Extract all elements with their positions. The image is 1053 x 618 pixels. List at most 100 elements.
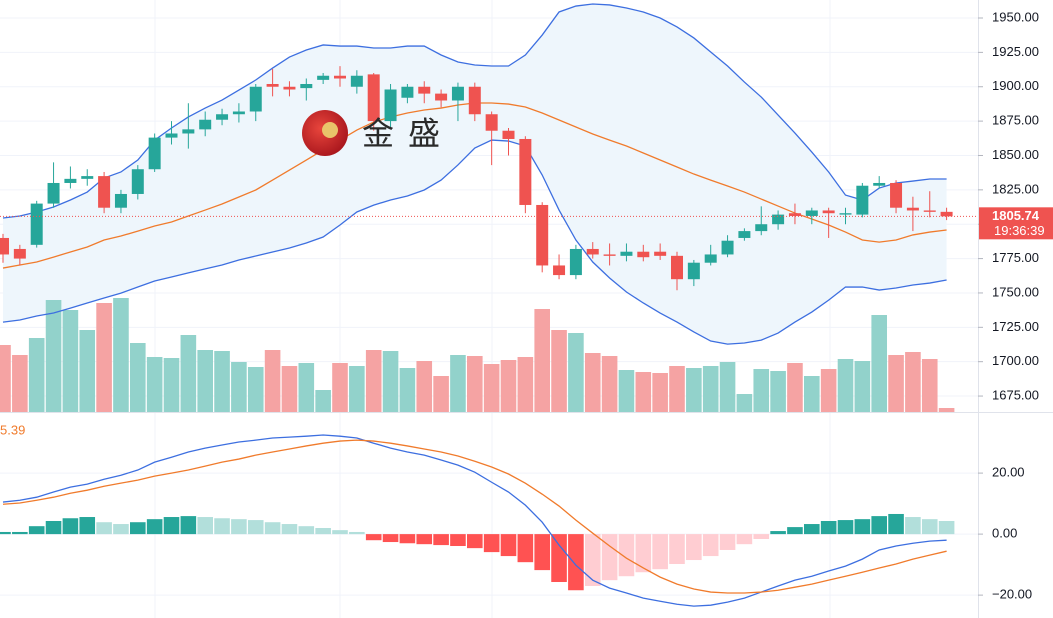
candle-body bbox=[367, 74, 380, 122]
histogram-bar bbox=[382, 534, 399, 543]
volume-bar bbox=[264, 350, 281, 412]
histogram-bar bbox=[298, 526, 315, 535]
volume-bar bbox=[820, 369, 837, 412]
volume-bar bbox=[416, 361, 433, 412]
histogram-bar bbox=[96, 522, 112, 535]
candle-body bbox=[502, 130, 515, 139]
histogram-bar bbox=[0, 531, 11, 535]
volume-bar bbox=[871, 315, 887, 412]
volume-bar bbox=[467, 356, 483, 412]
candle-body bbox=[687, 262, 700, 280]
y-tick-label: 1775.00 bbox=[992, 250, 1039, 265]
y-tick-label: 0.00 bbox=[992, 526, 1017, 541]
volume-bar bbox=[45, 300, 62, 412]
volume-bar bbox=[719, 362, 736, 412]
price-axis: 1950.00 1925.00 1900.00 1875.00 1850.00 1825.… bbox=[978, 9, 1053, 602]
signal-line bbox=[2, 439, 947, 594]
histogram-bar bbox=[180, 516, 197, 535]
volume-bar bbox=[669, 366, 685, 412]
histogram-bar bbox=[635, 534, 652, 573]
histogram-bar bbox=[146, 519, 163, 535]
histogram-bar bbox=[399, 534, 416, 544]
histogram-bar bbox=[130, 522, 146, 535]
candle-body bbox=[64, 178, 77, 183]
histogram-bar bbox=[888, 513, 904, 535]
candle-body bbox=[755, 224, 768, 232]
candle-body bbox=[553, 265, 566, 276]
histogram-bar bbox=[921, 519, 938, 535]
y-tick-label: 1850.00 bbox=[992, 147, 1039, 162]
histogram-bar bbox=[719, 534, 736, 550]
volume-bar bbox=[652, 373, 668, 412]
candle-body bbox=[334, 75, 346, 79]
candle-body bbox=[384, 89, 397, 122]
volume-bar bbox=[921, 359, 938, 412]
volume-bar bbox=[770, 371, 786, 412]
candle-body bbox=[401, 86, 414, 98]
last-price-label: 1805.74 bbox=[992, 208, 1040, 223]
candle-body bbox=[199, 119, 212, 130]
histogram-bar bbox=[281, 524, 298, 535]
histogram-bar bbox=[231, 519, 247, 535]
volume-bar bbox=[28, 338, 45, 412]
histogram-bar bbox=[534, 534, 550, 571]
histogram-bar bbox=[12, 531, 28, 535]
candle-body bbox=[148, 137, 161, 170]
volume-bar bbox=[247, 367, 264, 412]
candle-body bbox=[131, 169, 144, 194]
volume-bar bbox=[365, 350, 382, 412]
price-pane bbox=[0, 3, 978, 412]
candle-body bbox=[586, 248, 599, 255]
candle-body bbox=[856, 185, 869, 215]
candle-body bbox=[418, 86, 431, 94]
candle-body bbox=[300, 83, 313, 89]
volume-bar bbox=[298, 363, 315, 412]
volume-bar bbox=[568, 333, 584, 412]
histogram-bar bbox=[483, 534, 500, 553]
volume-bar bbox=[753, 369, 770, 412]
candle-body bbox=[232, 111, 245, 115]
candle-body bbox=[468, 86, 481, 115]
candle-body bbox=[451, 86, 464, 101]
candle-body bbox=[114, 193, 127, 208]
y-tick-label: 1725.00 bbox=[992, 319, 1039, 334]
histogram-bar bbox=[416, 534, 433, 545]
last-price-box bbox=[979, 207, 1053, 240]
candle-body bbox=[603, 254, 616, 256]
y-tick-label: −20.00 bbox=[992, 587, 1032, 602]
histogram-bar bbox=[467, 534, 483, 549]
volume-bar bbox=[332, 363, 348, 412]
macd-value: 5.39 bbox=[0, 422, 25, 437]
histogram-bar bbox=[349, 531, 365, 535]
candle-body bbox=[637, 251, 650, 258]
volume-bar bbox=[96, 303, 112, 412]
volume-bar bbox=[837, 359, 854, 412]
volume-bar bbox=[618, 370, 635, 412]
histogram-bar bbox=[618, 534, 635, 577]
volume-bar bbox=[635, 372, 652, 412]
histogram-bar bbox=[500, 534, 517, 557]
volume-bar bbox=[450, 355, 466, 412]
volume-bar bbox=[281, 366, 298, 412]
candle-body bbox=[283, 86, 296, 90]
histogram-bar bbox=[365, 534, 382, 541]
countdown-label: 19:36:39 bbox=[994, 223, 1045, 238]
volume-bar bbox=[163, 358, 180, 412]
candle-body bbox=[485, 114, 498, 131]
histogram-bar bbox=[584, 534, 601, 586]
volume-bar bbox=[584, 353, 601, 412]
histogram-bar bbox=[787, 527, 803, 535]
candle-body bbox=[721, 240, 734, 255]
volume-bar bbox=[804, 376, 820, 412]
volume-bar bbox=[197, 350, 213, 412]
volume-bar bbox=[231, 362, 247, 412]
candle-body bbox=[805, 210, 818, 216]
y-tick-label: 1900.00 bbox=[992, 78, 1039, 93]
histogram-bar bbox=[551, 534, 567, 583]
candle-body bbox=[165, 133, 178, 138]
volume-bar bbox=[433, 376, 449, 412]
macd-pane bbox=[0, 434, 955, 607]
volume-bar bbox=[702, 366, 719, 412]
volume-bar bbox=[79, 330, 96, 412]
